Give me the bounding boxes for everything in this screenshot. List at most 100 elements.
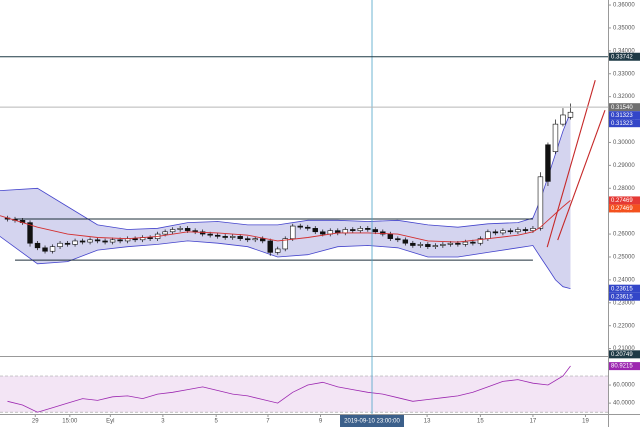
- candle-body: [275, 248, 281, 253]
- candle-body: [117, 239, 123, 242]
- x-tick-label: 19: [582, 419, 589, 425]
- rsi-tick-label: 60.0000: [613, 383, 635, 389]
- candle-body: [282, 238, 288, 250]
- candle-body: [237, 236, 243, 239]
- price-label-box: [609, 292, 640, 301]
- candle-body: [485, 231, 491, 239]
- bollinger-middle: [0, 200, 571, 243]
- candle-body: [64, 242, 71, 245]
- candle-body: [350, 229, 356, 231]
- trend-line: [546, 80, 596, 248]
- price-label: 0.31540: [611, 105, 633, 111]
- y-tick-label: 0.35000: [613, 26, 635, 32]
- candle-body: [290, 225, 296, 239]
- candle-body: [537, 176, 544, 229]
- rsi-value-box: [609, 362, 640, 371]
- x-tick-label: 15:00: [62, 419, 78, 425]
- candle-body: [132, 238, 138, 241]
- candle-body: [267, 240, 273, 253]
- candle-body: [492, 231, 499, 234]
- candle-body: [57, 242, 63, 247]
- y-tick-label: 0.26000: [613, 232, 635, 238]
- candle-body: [417, 244, 424, 246]
- y-tick-label: 0.32000: [613, 94, 635, 100]
- x-tick-label: Eyl: [106, 419, 114, 425]
- price-label: 0.23615: [611, 294, 633, 300]
- candle-body: [365, 228, 371, 230]
- x-tick-label: 15: [477, 419, 484, 425]
- candle-body: [372, 229, 379, 233]
- y-tick-label: 0.22000: [613, 323, 635, 329]
- x-tick-label: 17: [530, 419, 537, 425]
- candle-body: [530, 228, 536, 231]
- y-tick-label: 0.36000: [613, 3, 635, 9]
- price-label-box: [609, 52, 640, 61]
- y-tick-label: 0.21000: [613, 346, 635, 352]
- candle-body: [552, 123, 559, 152]
- price-label-box: [609, 103, 640, 112]
- y-tick-label: 0.24000: [613, 277, 635, 283]
- candle-body: [87, 239, 93, 243]
- candle-body: [252, 238, 258, 241]
- x-tick-label: 9: [319, 419, 323, 425]
- candle-body: [147, 237, 153, 239]
- candle-body: [357, 228, 363, 231]
- candle-body: [94, 239, 101, 242]
- price-label: 0.31323: [611, 113, 633, 119]
- candle-body: [380, 231, 386, 235]
- price-label-box: [609, 284, 640, 293]
- x-tick-label: 5: [215, 419, 219, 425]
- candle-body: [395, 238, 401, 241]
- price-label-box: [609, 119, 640, 128]
- candle-body: [109, 239, 116, 243]
- candle-body: [410, 242, 416, 246]
- y-tick-label: 0.23000: [613, 300, 635, 306]
- price-label: 0.31323: [611, 121, 633, 127]
- candle-body: [102, 240, 108, 243]
- candle-body: [169, 229, 176, 233]
- candle-body: [34, 242, 41, 249]
- candle-body: [72, 240, 78, 245]
- candle-body: [470, 241, 476, 244]
- trend-line: [557, 109, 606, 241]
- candle-body: [320, 231, 326, 235]
- candle-body: [507, 230, 514, 233]
- candle-body: [305, 226, 311, 229]
- candle-body: [462, 241, 469, 245]
- candle-body: [199, 231, 206, 235]
- price-label-box: [609, 350, 640, 359]
- price-label: 0.20749: [611, 352, 633, 358]
- x-tick-label: 13: [424, 419, 431, 425]
- y-tick-label: 0.28000: [613, 186, 635, 192]
- price-label: 0.27469: [611, 206, 633, 212]
- candle-body: [222, 236, 228, 238]
- candle-body: [567, 111, 574, 118]
- candle-body: [515, 229, 521, 233]
- x-tick-label: 29: [32, 419, 39, 425]
- candle-body: [79, 240, 86, 243]
- bollinger-lower: [0, 236, 571, 289]
- price-label-box: [609, 196, 640, 205]
- candle-body: [447, 242, 454, 245]
- candle-body: [432, 245, 439, 247]
- price-label: 0.23615: [611, 286, 633, 292]
- candle-body: [49, 246, 56, 252]
- candle-body: [387, 233, 394, 239]
- candle-body: [312, 228, 318, 233]
- crosshair-label: 2019-09-10 23:00:00: [344, 419, 400, 425]
- price-label: 0.27469: [611, 198, 633, 204]
- candle-body: [184, 228, 191, 231]
- x-tick-label: 3: [161, 419, 165, 425]
- candle-body: [477, 238, 484, 244]
- candle-body: [260, 238, 266, 242]
- rsi-band: [0, 376, 608, 413]
- x-tick-label: 7: [266, 419, 270, 425]
- price-label-box: [609, 204, 640, 213]
- y-tick-label: 0.25000: [613, 255, 635, 261]
- candle-body: [162, 231, 168, 235]
- candle-body: [214, 234, 221, 237]
- rsi-line: [7, 365, 571, 413]
